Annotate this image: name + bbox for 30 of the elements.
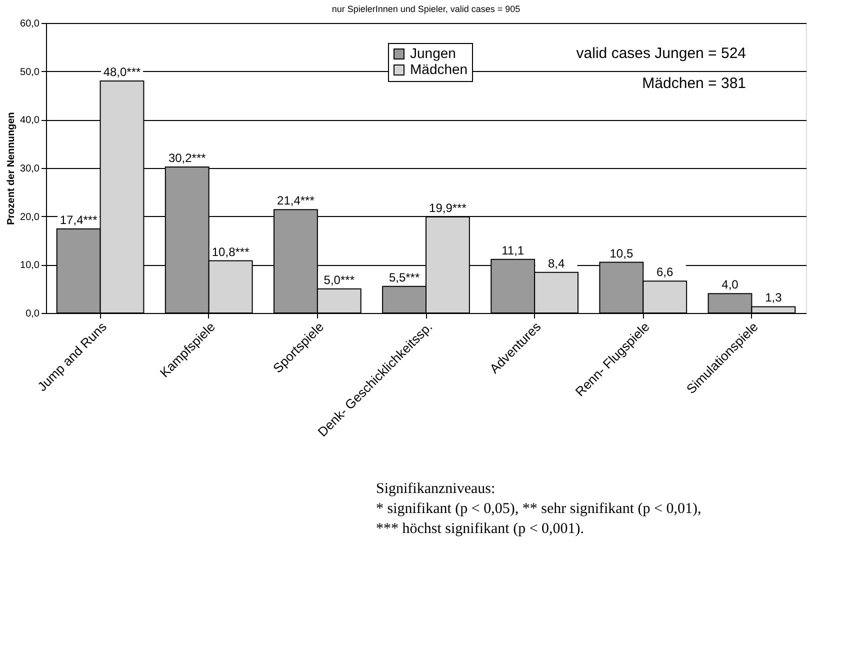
data-label: 30,2***: [168, 151, 206, 166]
data-label: 1,3: [765, 290, 782, 305]
data-label: 5,0***: [324, 272, 355, 287]
data-label: 5,5***: [388, 270, 420, 284]
text: * signifikant (p < 0,05), ** sehr signifikant (p < 0,01),: [376, 501, 702, 517]
data-label: 17,4***: [60, 212, 98, 227]
data-label: 10,8***: [212, 244, 250, 259]
y-tick-label: 50,0: [20, 66, 40, 78]
y-tick-label: 0,0: [26, 308, 40, 320]
data-label: 11,1: [502, 243, 524, 258]
annotation: valid cases Jungen = 524: [576, 45, 746, 62]
legend-label: Jungen: [410, 45, 456, 61]
legend-label: Mädchen: [410, 61, 468, 77]
y-axis-title: Prozent der Nennungen: [6, 112, 18, 225]
y-tick-label: 60,0: [20, 18, 40, 30]
chart-title: nur SpielerInnen und Spieler, valid cases = 905: [332, 4, 520, 14]
text: Signifikanzniveaus:: [376, 481, 496, 497]
data-label: 48,0***: [103, 65, 142, 79]
y-tick-label: 30,0: [20, 164, 40, 174]
data-label: 19,9***: [429, 200, 467, 215]
text: *** höchst signifikant (p < 0,001).: [376, 521, 584, 537]
data-label: 4,0: [722, 278, 739, 292]
data-label: 10,5: [610, 246, 634, 260]
data-label: 21,4***: [277, 194, 315, 208]
y-tick-label: 20,0: [20, 212, 40, 223]
annotation: Mädchen = 381: [642, 75, 746, 92]
y-tick-label: 40,0: [20, 115, 40, 126]
data-label: 6,6: [656, 265, 674, 280]
y-tick-label: 10,0: [20, 260, 40, 272]
data-label: 8,4: [548, 256, 565, 270]
